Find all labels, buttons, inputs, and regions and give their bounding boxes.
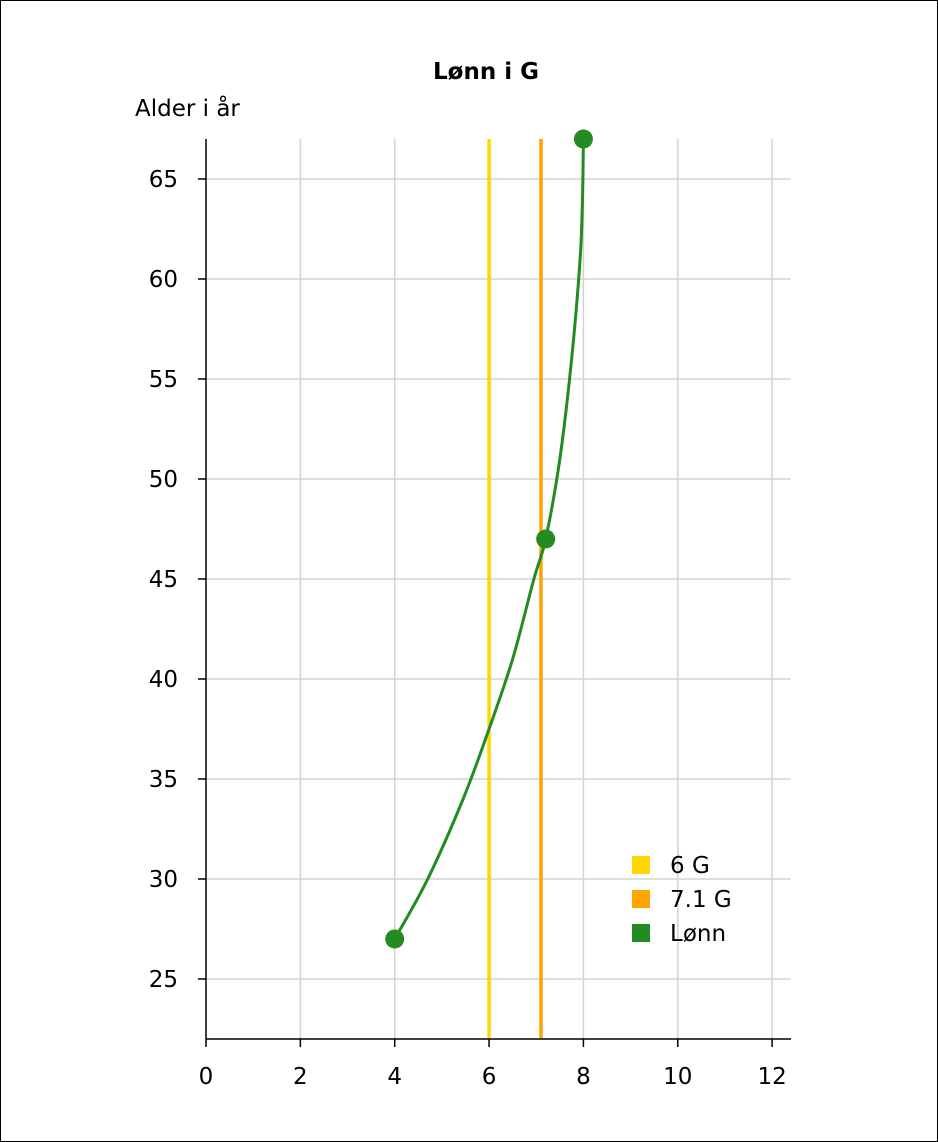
legend-label: Lønn (670, 921, 726, 947)
y-tick-label: 25 (149, 967, 178, 993)
legend-label: 6 G (670, 853, 710, 879)
legend-swatch (632, 856, 650, 874)
y-tick-label: 45 (149, 567, 178, 593)
x-tick-label: 4 (387, 1064, 402, 1090)
salary-point (536, 530, 555, 549)
salary-point (385, 930, 404, 949)
legend-swatch (632, 924, 650, 942)
y-tick-label: 40 (149, 667, 178, 693)
y-axis-label: Alder i år (135, 94, 240, 122)
y-tick-label: 50 (149, 467, 178, 493)
axes: 0 2 4 6 8 10 12 25 30 35 40 45 50 55 60 65 (149, 139, 791, 1090)
legend: 6 G 7.1 G Lønn (632, 853, 732, 947)
y-tick-label: 35 (149, 767, 178, 793)
series (385, 130, 593, 1040)
salary-point (574, 130, 593, 149)
x-tick-label: 10 (663, 1064, 692, 1090)
legend-swatch (632, 890, 650, 908)
y-tick-label: 30 (149, 867, 178, 893)
x-tick-label: 0 (199, 1064, 214, 1090)
x-tick-label: 6 (482, 1064, 497, 1090)
y-tick-label: 65 (149, 167, 178, 193)
y-tick-label: 60 (149, 267, 178, 293)
x-tick-label: 2 (293, 1064, 308, 1090)
chart-title: Lønn i G (433, 59, 539, 85)
x-tick-label: 12 (757, 1064, 786, 1090)
legend-label: 7.1 G (670, 887, 732, 913)
x-tick-label: 8 (576, 1064, 591, 1090)
y-tick-label: 55 (149, 367, 178, 393)
